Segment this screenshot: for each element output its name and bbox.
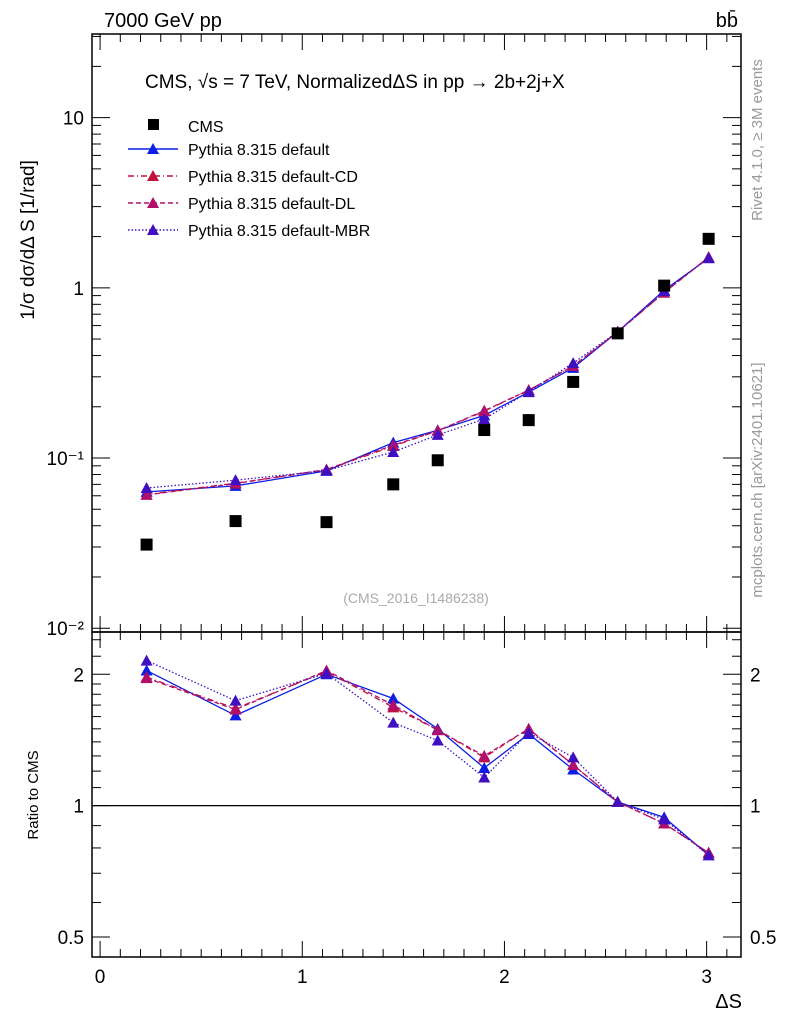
cms-data-point — [431, 454, 444, 467]
series-point-main — [387, 439, 400, 451]
ratio-tick-label-right: 0.5 — [750, 928, 776, 949]
ratio-tick-label: 2 — [73, 665, 84, 686]
header-right: bb̄ — [716, 9, 738, 32]
series-point-ratio — [140, 654, 153, 666]
series-line-main — [146, 256, 710, 496]
series-point-ratio — [229, 703, 242, 715]
legend-marker — [147, 170, 159, 181]
legend-marker — [147, 197, 159, 208]
series-point-ratio — [229, 694, 242, 706]
cms-data-point — [658, 279, 671, 292]
series-point-ratio — [658, 813, 671, 825]
series-point-ratio — [567, 758, 580, 770]
series-point-main — [567, 357, 580, 369]
series-point-ratio — [522, 726, 535, 738]
series-point-ratio — [229, 709, 242, 721]
legend-label: Pythia 8.315 default-CD — [188, 169, 358, 186]
cms-data-point — [387, 478, 400, 491]
cms-data-point — [702, 232, 715, 245]
cms-data-point — [567, 375, 580, 388]
ratio-tick-label: 0.5 — [58, 928, 84, 949]
series-point-ratio — [431, 734, 444, 746]
series-point-ratio — [702, 849, 715, 861]
y-tick-label: 10⁻¹ — [47, 449, 85, 470]
series-line-ratio — [146, 669, 710, 854]
series-point-main — [522, 385, 535, 397]
y-tick-label: 10 — [63, 109, 84, 130]
plot-title: CMS, √s = 7 TeV, NormalizedΔS in pp → 2b… — [145, 72, 565, 93]
header-left: 7000 GeV pp — [104, 10, 222, 32]
series-point-main — [140, 488, 153, 500]
series-point-main — [478, 413, 491, 425]
series-point-ratio — [387, 692, 400, 704]
x-tick-label: 2 — [499, 967, 510, 988]
series-point-ratio — [140, 664, 153, 676]
cms-data-point — [478, 424, 491, 437]
series-point-ratio — [478, 749, 491, 761]
x-tick-label: 3 — [701, 967, 712, 988]
cms-data-point — [229, 515, 242, 528]
series-point-ratio — [320, 667, 333, 679]
legend-marker-cms — [148, 119, 159, 130]
legend-marker — [147, 224, 159, 235]
series-line-main — [146, 257, 710, 493]
legend-marker — [147, 143, 159, 154]
ratio-tick-label: 1 — [73, 797, 84, 818]
series-point-ratio — [387, 716, 400, 728]
cms-data-point — [140, 538, 153, 551]
legend-label: Pythia 8.315 default-DL — [188, 196, 355, 213]
analysis-id: (CMS_2016_I1486238) — [343, 590, 489, 606]
cms-data-point — [611, 327, 624, 340]
series-point-ratio — [140, 672, 153, 684]
series-point-main — [431, 428, 444, 440]
series-point-ratio — [567, 751, 580, 763]
legend-label: CMS — [188, 119, 224, 136]
series-point-ratio — [387, 699, 400, 711]
series-point-main — [387, 445, 400, 457]
y-axis-label: 1/σ dσ/dΔ S [1/rad] — [18, 160, 39, 320]
ratio-frame — [91, 631, 742, 958]
series-point-ratio — [431, 724, 444, 736]
series-line-main — [146, 257, 710, 489]
ratio-y-axis-label: Ratio to CMS — [25, 750, 42, 839]
series-point-ratio — [611, 795, 624, 807]
y-tick-label: 10⁻² — [47, 619, 85, 640]
legend-label: Pythia 8.315 default-MBR — [188, 223, 370, 240]
x-axis-label: ΔS — [715, 991, 742, 1013]
cms-data-point — [320, 516, 333, 529]
series-point-main — [229, 474, 242, 486]
cms-data-point — [522, 414, 535, 427]
x-tick-label: 0 — [95, 967, 106, 988]
series-line-main — [146, 256, 710, 496]
series-line-ratio — [146, 670, 710, 854]
series-line-ratio — [146, 659, 710, 856]
legend-label: Pythia 8.315 default — [188, 142, 330, 159]
side-text-top: Rivet 4.1.0, ≥ 3M events — [749, 59, 766, 221]
x-tick-label: 1 — [297, 967, 308, 988]
series-point-main — [702, 252, 715, 264]
ratio-tick-label-right: 1 — [750, 797, 761, 818]
series-point-ratio — [478, 761, 491, 773]
series-point-ratio — [478, 771, 491, 783]
side-text-bottom: mcplots.cern.ch [arXiv:2401.10621] — [749, 362, 766, 597]
series-point-main — [478, 404, 491, 416]
series-point-main — [140, 482, 153, 494]
y-tick-label: 1 — [73, 279, 84, 300]
ratio-tick-label-right: 2 — [750, 665, 761, 686]
series-point-main — [320, 464, 333, 476]
